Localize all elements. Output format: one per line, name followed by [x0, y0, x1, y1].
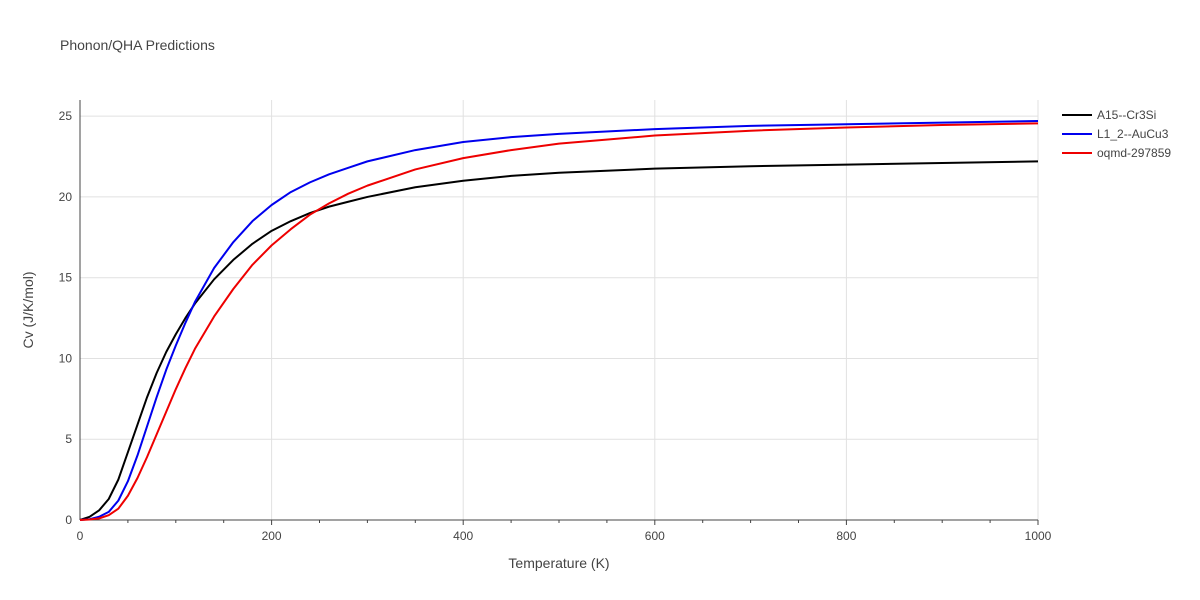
x-tick-label-0: 0 — [77, 529, 84, 543]
chart-title: Phonon/QHA Predictions — [60, 37, 215, 53]
series-layer — [79, 120, 1039, 521]
legend-item-1[interactable]: L1_2--AuCu3 — [1062, 127, 1169, 141]
y-tick-label-1: 5 — [65, 432, 72, 446]
legend-label-2: oqmd-297859 — [1097, 146, 1171, 160]
x-tick-label-5: 1000 — [1025, 529, 1052, 543]
y-tick-label-4: 20 — [59, 190, 73, 204]
legend-label-1: L1_2--AuCu3 — [1097, 127, 1169, 141]
y-tick-label-5: 25 — [59, 109, 73, 123]
y-tick-label-3: 15 — [59, 271, 73, 285]
legend-item-0[interactable]: A15--Cr3Si — [1062, 108, 1156, 122]
grid — [80, 100, 1039, 520]
series-line-0[interactable] — [79, 160, 1039, 521]
series-line-1[interactable] — [79, 120, 1039, 521]
x-tick-label-1: 200 — [262, 529, 282, 543]
legend[interactable]: A15--Cr3Si L1_2--AuCu3 oqmd-297859 — [1062, 108, 1171, 160]
x-tick-label-3: 600 — [645, 529, 665, 543]
y-tick-label-2: 10 — [59, 351, 73, 365]
x-axis-title: Temperature (K) — [508, 555, 609, 571]
y-tick-label-0: 0 — [65, 513, 72, 527]
series-line-2[interactable] — [79, 122, 1039, 521]
x-tick-label-4: 800 — [836, 529, 856, 543]
legend-item-2[interactable]: oqmd-297859 — [1062, 146, 1171, 160]
axes — [79, 100, 1039, 525]
tick-labels: 0 200 400 600 800 1000 0 5 10 15 20 25 — [59, 109, 1052, 543]
legend-label-0: A15--Cr3Si — [1097, 108, 1156, 122]
x-tick-label-2: 400 — [453, 529, 473, 543]
y-axis-title: Cv (J/K/mol) — [20, 272, 36, 349]
